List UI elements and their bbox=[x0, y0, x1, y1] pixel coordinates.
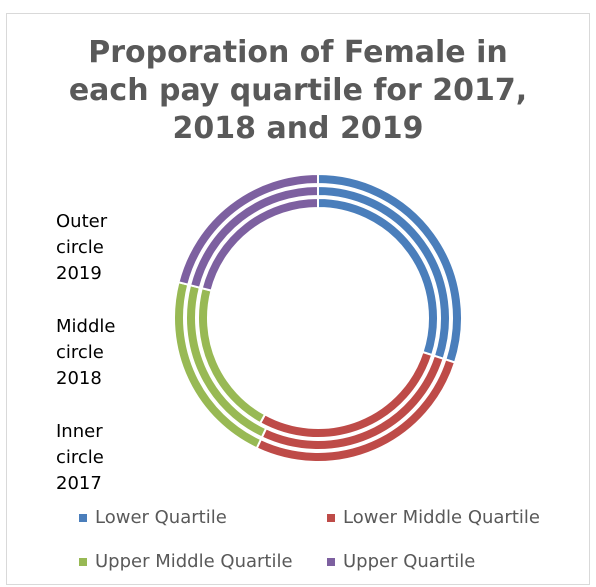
chart-title: Proporation of Female in each pay quarti… bbox=[0, 34, 596, 148]
legend-swatch-upper-quartile bbox=[327, 557, 335, 566]
annotation-inner-line-3: 2017 bbox=[56, 473, 102, 494]
legend-label-lower-middle-quartile: Lower Middle Quartile bbox=[343, 507, 540, 528]
legend-swatch-upper-middle-quartile bbox=[79, 557, 87, 566]
legend-label-upper-middle-quartile: Upper Middle Quartile bbox=[95, 551, 293, 572]
chart-title-line-2: each pay quartile for 2017, bbox=[68, 73, 528, 108]
annotation-inner-line-2: circle bbox=[56, 447, 104, 468]
legend-swatch-lower-middle-quartile bbox=[327, 513, 335, 522]
ring-middle-slice-upper-quartile bbox=[188, 184, 319, 289]
legend-item-lower-middle-quartile: Lower Middle Quartile bbox=[327, 507, 540, 528]
ring-outer-slice-upper-quartile bbox=[177, 172, 319, 286]
annotation-middle-line-3: 2018 bbox=[56, 368, 102, 389]
annotation-outer-line-1: Outer bbox=[56, 211, 108, 232]
annotation-inner: Inner circle 2017 bbox=[56, 419, 104, 497]
annotation-middle-line-1: Middle bbox=[56, 316, 116, 337]
legend-item-upper-quartile: Upper Quartile bbox=[327, 551, 475, 572]
legend-swatch-lower-quartile bbox=[79, 513, 87, 522]
legend-item-upper-middle-quartile: Upper Middle Quartile bbox=[79, 551, 293, 572]
annotation-outer: Outer circle 2019 bbox=[56, 209, 107, 287]
chart-title-line-1: Proporation of Female in bbox=[88, 35, 508, 70]
legend-label-upper-quartile: Upper Quartile bbox=[343, 551, 476, 572]
chart-frame bbox=[6, 13, 590, 585]
ring-inner-slice-upper-quartile bbox=[200, 196, 319, 292]
annotation-middle-line-2: circle bbox=[56, 342, 104, 363]
annotation-outer-line-2: circle bbox=[56, 237, 104, 258]
legend-label-lower-quartile: Lower Quartile bbox=[95, 507, 227, 528]
annotation-middle: Middle circle 2018 bbox=[56, 314, 115, 392]
legend-item-lower-quartile: Lower Quartile bbox=[79, 507, 227, 528]
annotation-inner-line-1: Inner bbox=[56, 421, 103, 442]
annotation-outer-line-3: 2019 bbox=[56, 263, 102, 284]
chart-title-line-3: 2018 and 2019 bbox=[172, 111, 424, 146]
